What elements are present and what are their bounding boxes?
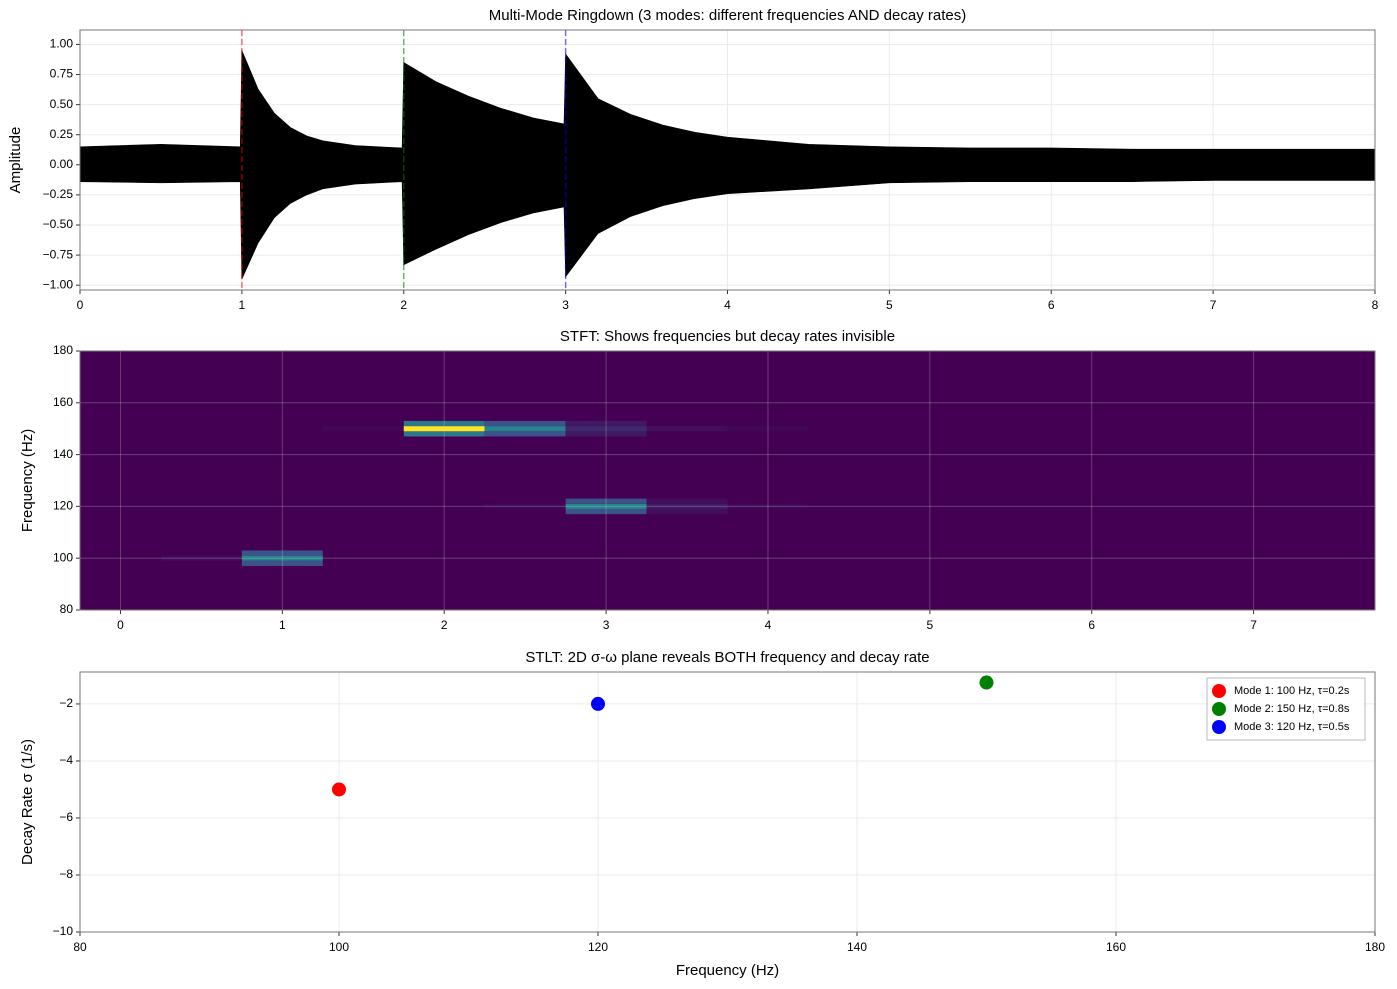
x-tick-label: 4	[765, 618, 772, 632]
x-tick-label: 160	[1106, 940, 1126, 954]
x-tick-label: 2	[441, 618, 448, 632]
subplot: STFT: Shows frequencies but decay rates …	[19, 328, 1376, 632]
y-tick-label: 0.75	[50, 67, 74, 81]
legend-label: Mode 2: 150 Hz, τ=0.8s	[1234, 703, 1350, 715]
x-tick-label: 100	[329, 940, 349, 954]
y-tick-label: 0.50	[50, 97, 74, 111]
heatmap-cell	[727, 426, 809, 432]
y-axis-label: Decay Rate σ (1/s)	[19, 739, 36, 865]
heatmap-cell	[403, 431, 485, 437]
x-tick-label: 3	[562, 298, 569, 312]
heatmap-cell	[646, 498, 728, 504]
heatmap-cell	[565, 426, 647, 432]
legend-label: Mode 3: 120 Hz, τ=0.5s	[1234, 721, 1350, 733]
axes-frame	[79, 671, 1376, 933]
heatmap-cell	[646, 503, 728, 509]
heatmap-cell	[241, 560, 323, 566]
legend-marker	[1212, 720, 1226, 734]
x-tick-label: 6	[1048, 298, 1055, 312]
heatmap-cell	[322, 426, 404, 432]
y-tick-label: 0.25	[50, 127, 74, 141]
subplot: STLT: 2D σ-ω plane reveals BOTH frequenc…	[19, 649, 1385, 979]
y-tick-label: −0.75	[43, 247, 74, 261]
x-tick-label: 2	[400, 298, 407, 312]
heatmap-cell	[241, 555, 323, 561]
scatter-point	[591, 696, 605, 711]
heatmap-cell	[484, 420, 566, 427]
x-tick-label: 1	[239, 298, 246, 312]
heatmap-cell	[403, 420, 485, 427]
y-tick-label: −0.25	[43, 187, 74, 201]
y-tick-label: 0.00	[50, 157, 74, 171]
x-tick-label: 5	[886, 298, 893, 312]
subplot: Multi-Mode Ringdown (3 modes: different …	[7, 7, 1379, 312]
heatmap-cell	[565, 420, 647, 427]
x-tick-label: 7	[1210, 298, 1217, 312]
legend-label: Mode 1: 100 Hz, τ=0.2s	[1234, 685, 1350, 697]
x-tick-label: 120	[588, 940, 608, 954]
legend-box	[1206, 677, 1366, 741]
x-tick-label: 80	[73, 940, 87, 954]
y-tick-label: 1.00	[50, 37, 74, 51]
heatmap-cell	[646, 426, 728, 432]
heatmap-cell	[403, 426, 485, 432]
heatmap-background	[80, 351, 1375, 610]
axes-frame	[79, 350, 1376, 611]
y-tick-label: −10	[53, 924, 74, 938]
y-tick-label: −2	[59, 696, 73, 710]
y-tick-label: 100	[53, 550, 73, 564]
legend-marker	[1212, 684, 1226, 698]
y-axis-label: Frequency (Hz)	[19, 429, 36, 532]
scatter-point	[979, 675, 994, 690]
x-tick-label: 7	[1250, 618, 1257, 632]
x-tick-label: 0	[77, 298, 84, 312]
heatmap-cell	[565, 431, 647, 437]
heatmap-cell	[565, 503, 647, 509]
x-axis-label: Frequency (Hz)	[676, 962, 779, 979]
x-tick-label: 4	[724, 298, 731, 312]
heatmap-cell	[646, 508, 728, 515]
chart-title: STFT: Shows frequencies but decay rates …	[560, 328, 895, 345]
x-tick-label: 1	[279, 618, 286, 632]
y-tick-label: 140	[53, 447, 73, 461]
heatmap-cell	[160, 555, 242, 561]
scatter-point	[332, 782, 346, 797]
y-tick-label: −4	[59, 753, 73, 767]
x-tick-label: 3	[603, 618, 610, 632]
chart-title: Multi-Mode Ringdown (3 modes: different …	[489, 7, 966, 24]
legend-marker	[1212, 702, 1226, 716]
x-tick-label: 140	[847, 940, 867, 954]
heatmap-cell	[727, 503, 809, 509]
heatmap-cell	[241, 550, 323, 556]
heatmap-cell	[484, 431, 566, 437]
heatmap-cell	[565, 498, 647, 504]
heatmap-cell	[484, 503, 566, 509]
x-tick-label: 6	[1088, 618, 1095, 632]
y-tick-label: 180	[53, 343, 73, 357]
x-tick-label: 180	[1365, 940, 1385, 954]
x-tick-label: 0	[117, 618, 124, 632]
y-tick-label: 80	[60, 602, 74, 616]
x-tick-label: 8	[1372, 298, 1379, 312]
y-tick-label: 160	[53, 395, 73, 409]
x-tick-label: 5	[927, 618, 934, 632]
y-tick-label: 120	[53, 499, 73, 513]
heatmap-cell	[484, 426, 566, 432]
y-tick-label: −1.00	[43, 277, 74, 291]
y-axis-label: Amplitude	[7, 127, 24, 194]
heatmap-cell	[565, 508, 647, 515]
y-tick-label: −6	[59, 810, 73, 824]
chart-title: STLT: 2D σ-ω plane reveals BOTH frequenc…	[525, 649, 929, 666]
y-tick-label: −0.50	[43, 217, 74, 231]
axes-frame	[79, 29, 1376, 291]
y-tick-label: −8	[59, 867, 73, 881]
